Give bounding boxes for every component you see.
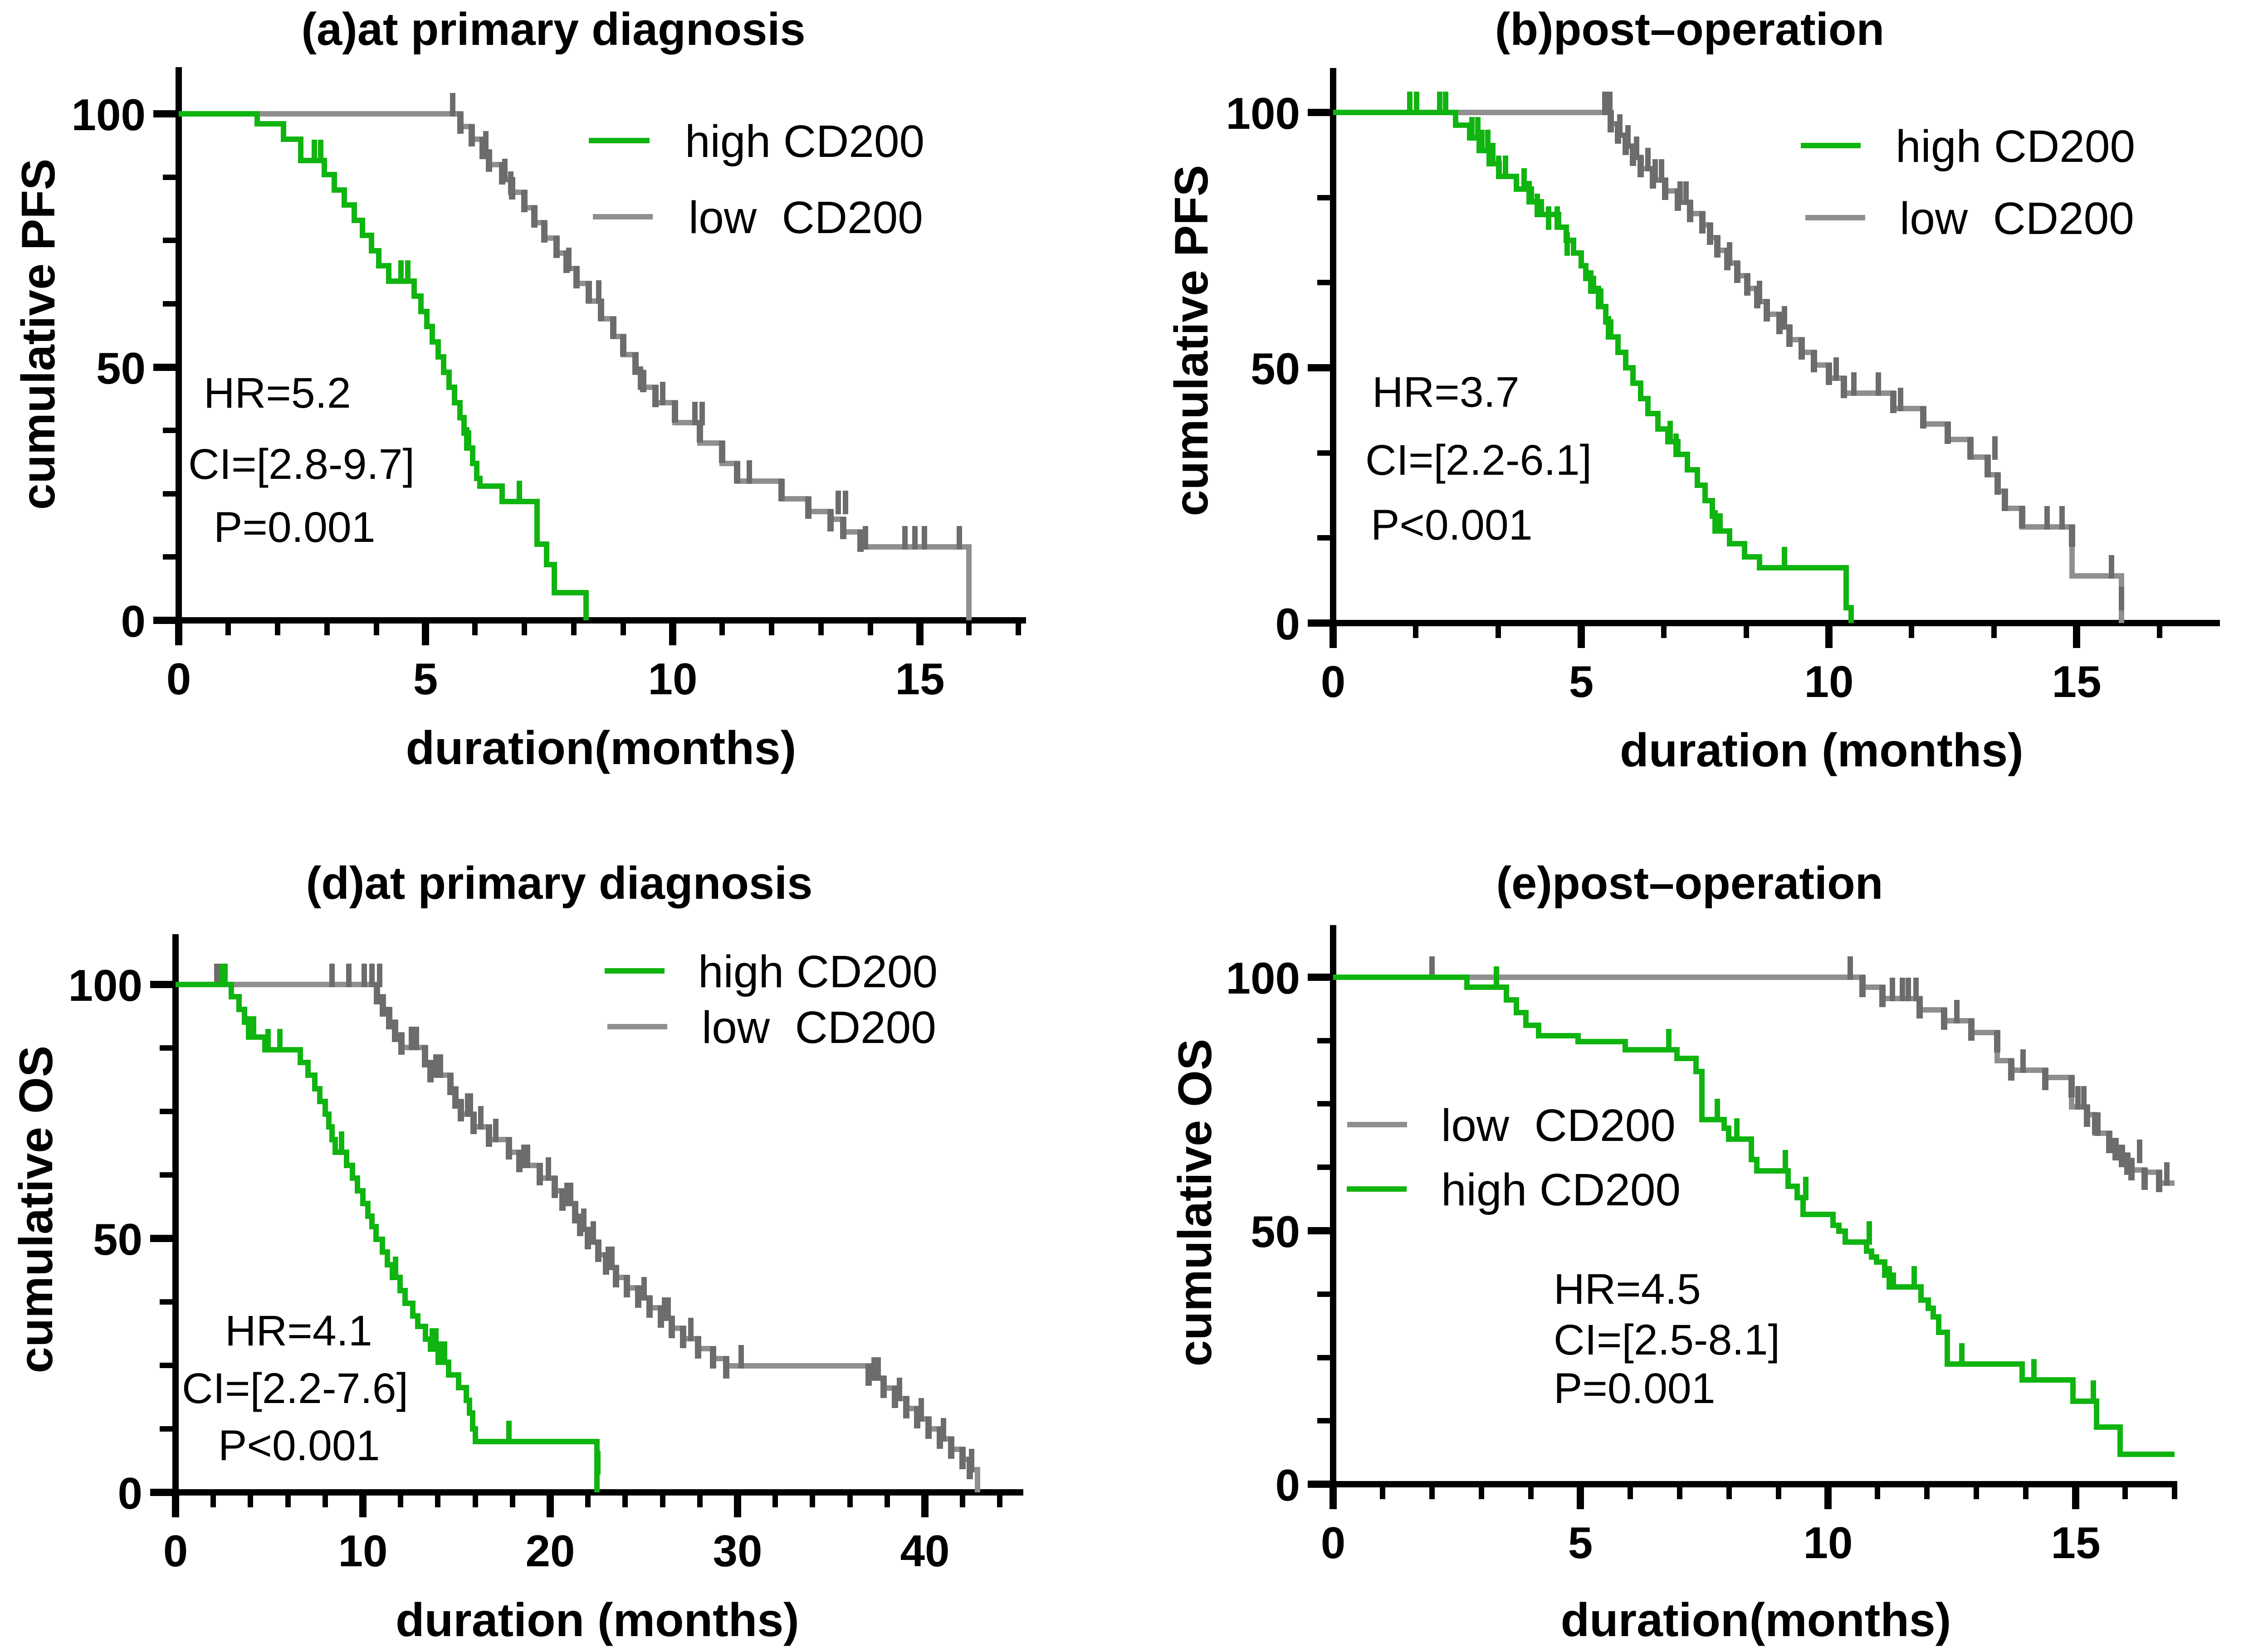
svg-text:CI=[2.8-9.7]: CI=[2.8-9.7] bbox=[188, 440, 415, 488]
svg-text:(a)at primary diagnosis: (a)at primary diagnosis bbox=[301, 4, 805, 55]
svg-text:0: 0 bbox=[163, 1526, 188, 1576]
svg-text:50: 50 bbox=[1251, 344, 1300, 394]
svg-text:high CD200: high CD200 bbox=[698, 946, 938, 997]
svg-text:0: 0 bbox=[1275, 599, 1300, 649]
svg-text:(e)post–operation: (e)post–operation bbox=[1496, 858, 1883, 909]
svg-text:low CD200: low CD200 bbox=[1900, 193, 2134, 244]
svg-text:duration (months): duration (months) bbox=[396, 1594, 799, 1647]
svg-text:0: 0 bbox=[117, 1468, 142, 1518]
svg-text:low CD200: low CD200 bbox=[689, 192, 923, 243]
svg-text:15: 15 bbox=[2052, 657, 2101, 707]
svg-text:CI=[2.2-6.1]: CI=[2.2-6.1] bbox=[1365, 436, 1592, 484]
svg-text:P<0.001: P<0.001 bbox=[218, 1422, 380, 1470]
svg-text:CI=[2.5-8.1]: CI=[2.5-8.1] bbox=[1554, 1316, 1780, 1364]
svg-text:HR=4.1: HR=4.1 bbox=[225, 1307, 372, 1355]
svg-text:30: 30 bbox=[713, 1526, 762, 1576]
svg-text:100: 100 bbox=[1226, 953, 1300, 1003]
svg-text:100: 100 bbox=[1226, 88, 1300, 138]
svg-text:cumulative PFS: cumulative PFS bbox=[1165, 165, 1218, 516]
svg-text:HR=4.5: HR=4.5 bbox=[1554, 1265, 1701, 1313]
svg-text:high CD200: high CD200 bbox=[1441, 1165, 1681, 1215]
svg-text:10: 10 bbox=[1804, 657, 1853, 707]
svg-text:duration (months): duration (months) bbox=[1620, 724, 2024, 777]
svg-text:5: 5 bbox=[413, 654, 438, 704]
svg-text:10: 10 bbox=[338, 1526, 387, 1576]
svg-text:CI=[2.2-7.6]: CI=[2.2-7.6] bbox=[182, 1364, 408, 1413]
svg-text:10: 10 bbox=[1803, 1518, 1853, 1568]
svg-text:50: 50 bbox=[96, 343, 146, 393]
svg-text:high CD200: high CD200 bbox=[1896, 121, 2135, 172]
svg-text:P=0.001: P=0.001 bbox=[214, 503, 376, 551]
svg-text:(b)post–operation: (b)post–operation bbox=[1495, 4, 1884, 55]
svg-text:5: 5 bbox=[1569, 657, 1594, 707]
svg-text:0: 0 bbox=[121, 596, 146, 646]
svg-text:low CD200: low CD200 bbox=[702, 1002, 936, 1053]
svg-text:duration(months): duration(months) bbox=[406, 722, 797, 775]
svg-text:P<0.001: P<0.001 bbox=[1371, 501, 1533, 549]
svg-text:0: 0 bbox=[1321, 1518, 1346, 1568]
svg-text:100: 100 bbox=[71, 90, 146, 140]
svg-text:HR=5.2: HR=5.2 bbox=[204, 369, 351, 417]
svg-text:100: 100 bbox=[68, 960, 142, 1010]
svg-text:cumulative OS: cumulative OS bbox=[10, 1046, 63, 1373]
svg-text:0: 0 bbox=[1275, 1460, 1300, 1510]
svg-text:5: 5 bbox=[1568, 1518, 1593, 1568]
svg-text:50: 50 bbox=[93, 1214, 142, 1264]
svg-text:0: 0 bbox=[166, 654, 191, 704]
svg-text:40: 40 bbox=[900, 1526, 949, 1576]
svg-text:high CD200: high CD200 bbox=[685, 116, 924, 167]
svg-text:50: 50 bbox=[1251, 1207, 1300, 1257]
svg-text:duration(months): duration(months) bbox=[1561, 1594, 1951, 1647]
svg-text:10: 10 bbox=[648, 654, 697, 704]
svg-text:15: 15 bbox=[2051, 1518, 2100, 1568]
svg-text:cumulative OS: cumulative OS bbox=[1169, 1039, 1222, 1366]
svg-text:low CD200: low CD200 bbox=[1441, 1100, 1676, 1151]
svg-text:P=0.001: P=0.001 bbox=[1554, 1364, 1716, 1413]
svg-text:cumulative PFS: cumulative PFS bbox=[12, 159, 65, 510]
svg-text:HR=3.7: HR=3.7 bbox=[1372, 368, 1520, 416]
svg-text:20: 20 bbox=[525, 1526, 575, 1576]
svg-text:0: 0 bbox=[1321, 657, 1346, 707]
svg-text:(d)at primary diagnosis: (d)at primary diagnosis bbox=[306, 858, 813, 909]
svg-text:15: 15 bbox=[895, 654, 944, 704]
